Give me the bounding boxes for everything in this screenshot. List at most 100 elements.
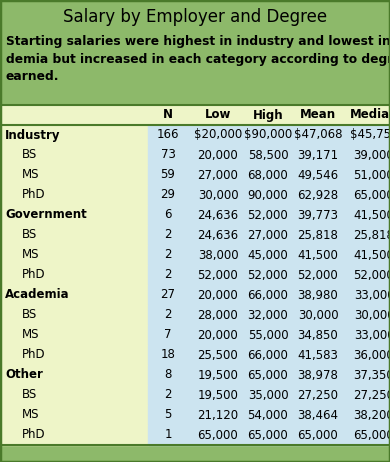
Bar bbox=[0, 185, 148, 205]
Text: 2: 2 bbox=[164, 268, 172, 281]
Bar bbox=[148, 405, 390, 425]
Text: 8: 8 bbox=[164, 369, 172, 382]
Text: BS: BS bbox=[22, 148, 37, 162]
Bar bbox=[0, 425, 148, 445]
Bar bbox=[0, 325, 148, 345]
Text: 6: 6 bbox=[164, 208, 172, 221]
Text: Industry: Industry bbox=[5, 128, 60, 141]
Text: 90,000: 90,000 bbox=[248, 188, 288, 201]
Text: 73: 73 bbox=[161, 148, 176, 162]
Text: 45,000: 45,000 bbox=[248, 249, 288, 261]
Bar bbox=[148, 125, 390, 145]
Bar bbox=[0, 165, 148, 185]
Text: $47,068: $47,068 bbox=[294, 128, 342, 141]
Text: 55,000: 55,000 bbox=[248, 328, 288, 341]
Text: 35,000: 35,000 bbox=[248, 389, 288, 401]
Bar bbox=[0, 205, 148, 225]
Text: 24,636: 24,636 bbox=[197, 208, 239, 221]
Text: 21,120: 21,120 bbox=[197, 408, 239, 421]
Text: Salary by Employer and Degree: Salary by Employer and Degree bbox=[63, 8, 327, 26]
Text: 52,000: 52,000 bbox=[298, 268, 339, 281]
Text: 51,000: 51,000 bbox=[354, 169, 390, 182]
Bar bbox=[148, 185, 390, 205]
Text: 19,500: 19,500 bbox=[198, 369, 238, 382]
Text: 38,200: 38,200 bbox=[354, 408, 390, 421]
Text: 66,000: 66,000 bbox=[248, 288, 289, 302]
Text: $20,000: $20,000 bbox=[194, 128, 242, 141]
Text: N: N bbox=[163, 109, 173, 122]
Text: High: High bbox=[253, 109, 283, 122]
Text: Starting salaries were highest in industry and lowest in aca-
demia but increase: Starting salaries were highest in indust… bbox=[6, 35, 390, 83]
Text: 38,978: 38,978 bbox=[298, 369, 339, 382]
Bar bbox=[148, 365, 390, 385]
Text: Other: Other bbox=[5, 369, 43, 382]
Bar bbox=[0, 225, 148, 245]
Bar bbox=[0, 365, 148, 385]
Text: PhD: PhD bbox=[22, 348, 46, 361]
Text: 25,500: 25,500 bbox=[198, 348, 238, 361]
Text: 20,000: 20,000 bbox=[198, 288, 238, 302]
Bar bbox=[0, 105, 390, 125]
Text: 19,500: 19,500 bbox=[198, 389, 238, 401]
Bar bbox=[148, 325, 390, 345]
Text: 49,546: 49,546 bbox=[298, 169, 339, 182]
Bar bbox=[0, 285, 148, 305]
Text: 32,000: 32,000 bbox=[248, 309, 288, 322]
Text: Low: Low bbox=[205, 109, 231, 122]
Text: 65,000: 65,000 bbox=[354, 188, 390, 201]
Text: MS: MS bbox=[22, 169, 39, 182]
Bar bbox=[148, 265, 390, 285]
Text: 36,000: 36,000 bbox=[354, 348, 390, 361]
Text: 33,000: 33,000 bbox=[354, 328, 390, 341]
Bar bbox=[0, 305, 148, 325]
Text: 2: 2 bbox=[164, 229, 172, 242]
Text: 30,000: 30,000 bbox=[298, 309, 338, 322]
Text: $45,750: $45,750 bbox=[350, 128, 390, 141]
Text: 65,000: 65,000 bbox=[198, 428, 238, 442]
Bar bbox=[148, 305, 390, 325]
Text: 65,000: 65,000 bbox=[298, 428, 339, 442]
Text: 27,000: 27,000 bbox=[198, 169, 238, 182]
Text: 65,000: 65,000 bbox=[248, 369, 288, 382]
Text: 38,000: 38,000 bbox=[198, 249, 238, 261]
Bar bbox=[0, 245, 148, 265]
Bar bbox=[148, 225, 390, 245]
Text: 7: 7 bbox=[164, 328, 172, 341]
Text: 37,350: 37,350 bbox=[354, 369, 390, 382]
Text: PhD: PhD bbox=[22, 428, 46, 442]
Text: 66,000: 66,000 bbox=[248, 348, 289, 361]
Text: 41,500: 41,500 bbox=[354, 249, 390, 261]
Text: 59: 59 bbox=[161, 169, 176, 182]
Text: 58,500: 58,500 bbox=[248, 148, 288, 162]
Text: 28,000: 28,000 bbox=[198, 309, 238, 322]
Text: 52,000: 52,000 bbox=[248, 268, 288, 281]
Text: MS: MS bbox=[22, 328, 39, 341]
Text: 27,250: 27,250 bbox=[353, 389, 390, 401]
Text: 20,000: 20,000 bbox=[198, 328, 238, 341]
Bar bbox=[0, 405, 148, 425]
Text: 41,500: 41,500 bbox=[298, 249, 339, 261]
Bar bbox=[148, 285, 390, 305]
Text: 18: 18 bbox=[161, 348, 176, 361]
Bar bbox=[148, 165, 390, 185]
Bar bbox=[0, 265, 148, 285]
Text: 38,980: 38,980 bbox=[298, 288, 339, 302]
Text: 30,000: 30,000 bbox=[198, 188, 238, 201]
Text: Academia: Academia bbox=[5, 288, 70, 302]
Text: 2: 2 bbox=[164, 389, 172, 401]
Bar bbox=[148, 345, 390, 365]
Text: Government: Government bbox=[5, 208, 87, 221]
Text: BS: BS bbox=[22, 229, 37, 242]
Text: 2: 2 bbox=[164, 309, 172, 322]
Text: 54,000: 54,000 bbox=[248, 408, 288, 421]
Text: 65,000: 65,000 bbox=[354, 428, 390, 442]
Text: 68,000: 68,000 bbox=[248, 169, 288, 182]
Text: 52,000: 52,000 bbox=[248, 208, 288, 221]
Text: 38,464: 38,464 bbox=[298, 408, 339, 421]
Text: 52,000: 52,000 bbox=[354, 268, 390, 281]
Bar bbox=[0, 125, 148, 145]
Text: 27: 27 bbox=[161, 288, 176, 302]
Text: PhD: PhD bbox=[22, 268, 46, 281]
Bar bbox=[0, 145, 148, 165]
Text: 25,818: 25,818 bbox=[298, 229, 339, 242]
